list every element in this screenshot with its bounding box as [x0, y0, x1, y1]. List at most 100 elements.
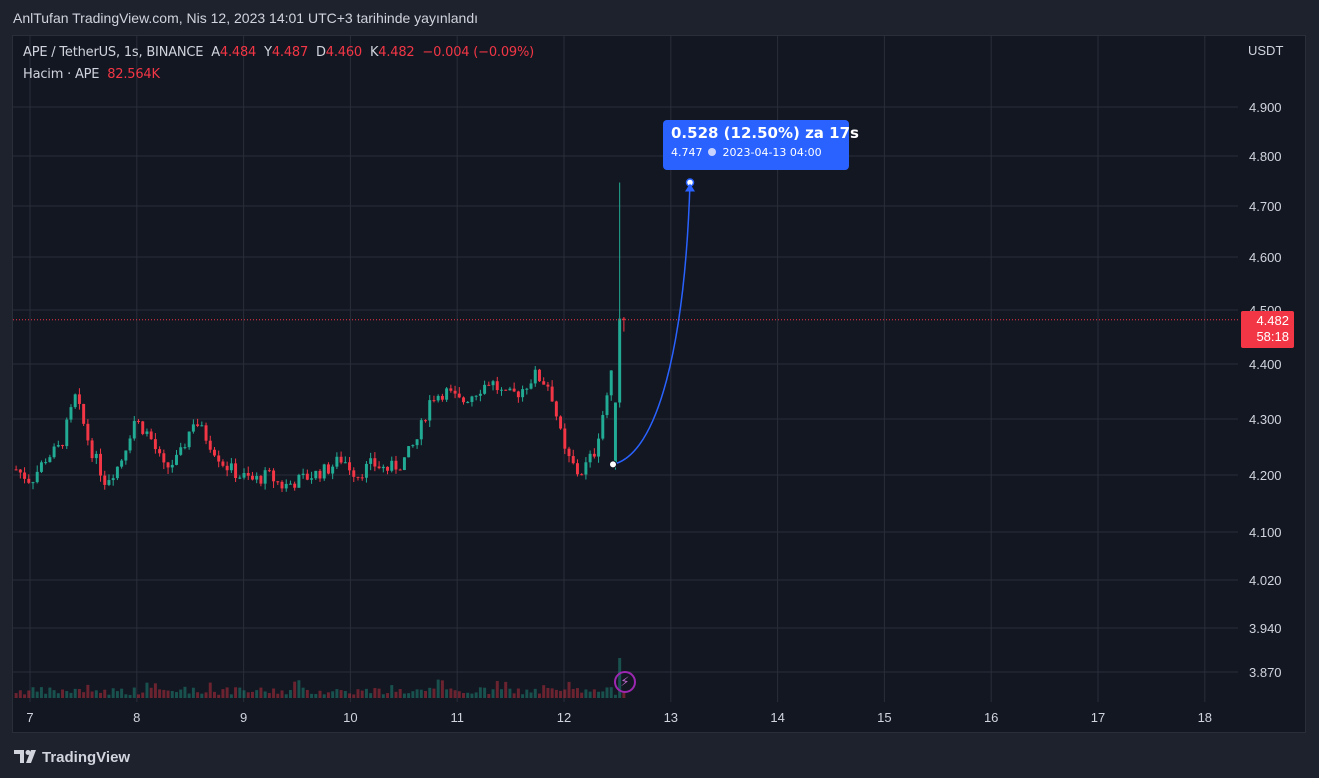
volume-bar [491, 689, 495, 698]
candle-body [191, 424, 195, 432]
volume-bar [318, 690, 322, 698]
symbol-label: APE / TetherUS, 1s, BINANCE [23, 45, 204, 60]
volume-bar [449, 688, 453, 698]
volume-bar [348, 693, 352, 698]
symbol-legend[interactable]: APE / TetherUS, 1s, BINANCE A4.484 Y4.48… [23, 45, 538, 60]
volume-bar [73, 688, 77, 698]
volume-bar [398, 689, 402, 698]
volume-bar [592, 689, 596, 698]
candle-body [386, 466, 390, 471]
last-price-value: 4.482 [1256, 313, 1289, 328]
candle-body [483, 384, 487, 394]
volume-bar [263, 691, 267, 698]
time-tick-label: 13 [664, 710, 678, 725]
price-tick-label: 4.400 [1249, 357, 1282, 372]
candle-body [453, 390, 457, 394]
volume-bar [56, 693, 60, 698]
volume-bar [411, 691, 415, 698]
candle-body [326, 464, 330, 474]
candle-body [255, 475, 259, 480]
volume-bar [390, 685, 394, 698]
candle-body [229, 463, 233, 471]
candle-body [107, 480, 111, 485]
volume-bar [436, 679, 440, 698]
candle-body [242, 473, 246, 478]
price-tick-label: 4.200 [1249, 468, 1282, 483]
volume-bar [166, 690, 170, 698]
time-tick-label: 14 [770, 710, 784, 725]
close-label: K [369, 45, 379, 60]
lightning-event-icon[interactable]: ⚡ [614, 671, 636, 693]
volume-bar [111, 688, 115, 698]
candle-body [563, 428, 567, 449]
volume-bar [495, 680, 499, 698]
volume-bar [124, 694, 128, 698]
volume-bar [225, 687, 229, 698]
candle-body [73, 394, 77, 408]
volume-bar [158, 689, 162, 698]
time-tick-label: 18 [1198, 710, 1212, 725]
volume-bar [107, 694, 111, 698]
volume-bar [242, 690, 246, 698]
brand-name: TradingView [42, 748, 131, 766]
volume-bar [137, 694, 140, 698]
volume-bar [529, 692, 533, 698]
last-price-tag: 4.482 58:18 [1241, 311, 1294, 348]
candle-body [234, 463, 238, 478]
time-tick-label: 11 [450, 710, 464, 725]
candle-body [82, 403, 86, 424]
candle-body [246, 473, 250, 476]
volume-bars [14, 658, 626, 698]
candle-body [542, 381, 546, 385]
volume-bar [170, 690, 174, 698]
volume-bar [483, 687, 487, 698]
candle-body [575, 463, 579, 475]
volume-bar [293, 681, 297, 698]
candle-body [597, 438, 601, 457]
volume-bar [335, 689, 339, 698]
candle-body [428, 400, 432, 421]
volume-bar [487, 694, 491, 698]
chart-frame[interactable] [12, 35, 1306, 733]
volume-bar [23, 694, 27, 698]
candle-body [533, 369, 537, 384]
volume-value: 82.564K [107, 67, 160, 82]
candle-body [457, 393, 461, 398]
projection-details: 4.747 2023-04-13 04:00 [671, 146, 841, 159]
volume-bar [601, 691, 605, 698]
volume-bar [580, 692, 584, 698]
volume-bar [200, 693, 204, 698]
candle-body [377, 466, 381, 469]
candle-body [550, 386, 554, 402]
volume-bar [305, 689, 309, 698]
tradingview-logo[interactable]: TradingView [14, 746, 130, 768]
candle-body [381, 466, 385, 469]
volume-bar [369, 693, 373, 698]
candle-body [609, 370, 613, 396]
volume-bar [563, 689, 567, 698]
candlesticks [14, 182, 626, 492]
candle-body [141, 421, 145, 434]
candle-body [27, 478, 31, 483]
volume-bar [94, 690, 98, 698]
time-tick-label: 9 [240, 710, 247, 725]
candle-body [61, 445, 65, 447]
volume-bar [82, 692, 86, 698]
volume-bar [255, 690, 259, 698]
candle-body [217, 455, 221, 462]
volume-bar [352, 694, 356, 698]
candle-body [394, 460, 398, 470]
time-tick-label: 12 [557, 710, 571, 725]
candle-body [470, 396, 474, 402]
candle-body [86, 423, 90, 441]
candle-body [288, 483, 292, 485]
candle-body [529, 383, 533, 389]
projection-datetime: 2023-04-13 04:00 [722, 146, 822, 159]
candle-body [69, 407, 73, 420]
clock-icon [708, 148, 716, 156]
volume-bar [567, 681, 571, 698]
candle-body [103, 475, 107, 485]
volume-legend[interactable]: Hacim · APE 82.564K [23, 67, 164, 82]
volume-bar [584, 689, 588, 698]
